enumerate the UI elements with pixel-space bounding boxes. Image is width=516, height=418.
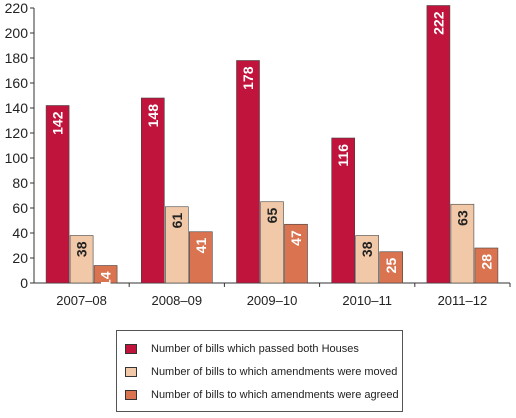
y-tick-label: 40: [12, 225, 28, 241]
y-tick-label: 120: [5, 125, 29, 141]
x-tick-label: 2008–09: [151, 293, 202, 308]
bar-data-label: 148: [145, 104, 161, 128]
bar-data-label: 178: [240, 66, 256, 90]
bar: [45, 105, 70, 284]
y-tick-label: 140: [5, 100, 29, 116]
legend-item-passed: Number of bills which passed both Houses: [125, 341, 359, 357]
legend-item-agreed: Number of bills to which amendments were…: [125, 387, 399, 403]
bar: [426, 5, 451, 284]
x-tick-label: 2009–10: [247, 293, 298, 308]
y-tick-label: 180: [5, 50, 29, 66]
y-tick-label: 220: [5, 0, 29, 16]
bar-data-label: 222: [430, 11, 446, 35]
bar: [331, 137, 356, 284]
y-tick-label: 0: [20, 275, 28, 291]
bar-data-label: 38: [359, 241, 375, 257]
x-tick-label: 2007–08: [56, 293, 107, 308]
x-tick-label: 2010–11: [342, 293, 392, 308]
y-tick-label: 200: [5, 25, 29, 41]
legend-item-moved: Number of bills to which amendments were…: [125, 364, 397, 380]
legend-label-passed: Number of bills which passed both Houses: [151, 343, 359, 355]
bar-data-label: 116: [335, 144, 351, 167]
y-tick-label: 100: [5, 150, 29, 166]
bar-data-label: 28: [478, 254, 494, 270]
bar-data-label: 41: [193, 238, 209, 254]
bar-chart: 0 20 40 60 80 100 120 140 160 180 200 220 142 38 14 200…: [5, 0, 511, 308]
bar-data-label: 61: [169, 213, 185, 229]
x-tick-label: 2011–12: [438, 293, 488, 308]
legend-swatch-moved: [125, 367, 137, 377]
legend-swatch-agreed: [125, 390, 137, 400]
bar-data-label: 25: [383, 258, 399, 274]
bar: [450, 203, 475, 284]
bar-data-label: 47: [288, 230, 304, 246]
legend-label-moved: Number of bills to which amendments were…: [151, 366, 398, 378]
chart-legend: Number of bills which passed both Houses…: [116, 330, 403, 412]
bar: [165, 206, 189, 284]
bar: [93, 265, 118, 284]
bar: [189, 231, 213, 284]
bar: [260, 201, 284, 284]
bar: [355, 235, 380, 284]
y-tick-label: 80: [12, 175, 28, 191]
bar-data-label: 142: [50, 111, 66, 135]
y-tick-label: 160: [5, 75, 29, 91]
bar: [141, 97, 165, 284]
bar: [474, 247, 499, 284]
bar: [379, 251, 404, 284]
bar-data-label: 65: [264, 208, 280, 224]
y-tick-label: 20: [12, 250, 28, 266]
bar: [236, 60, 260, 284]
bar-data-label: 14: [98, 271, 114, 287]
bar-data-label: 38: [74, 241, 90, 257]
bar: [69, 235, 94, 284]
legend-label-agreed: Number of bills to which amendments were…: [151, 389, 399, 401]
bar: [284, 223, 308, 284]
legend-swatch-passed: [125, 344, 137, 354]
y-tick-label: 60: [12, 200, 28, 216]
bar-data-label: 63: [454, 210, 470, 226]
